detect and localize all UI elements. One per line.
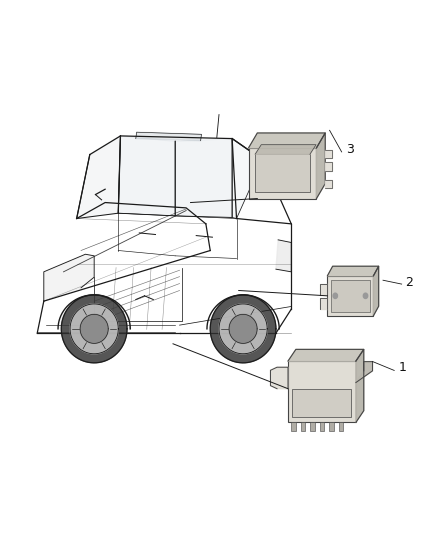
Polygon shape (270, 367, 288, 389)
Polygon shape (80, 314, 108, 343)
Polygon shape (60, 294, 129, 329)
Polygon shape (255, 144, 316, 154)
Polygon shape (356, 350, 364, 422)
Text: 3: 3 (346, 143, 354, 156)
Polygon shape (232, 139, 263, 219)
Polygon shape (276, 240, 291, 272)
Polygon shape (373, 266, 378, 316)
Polygon shape (356, 361, 372, 383)
Bar (255, 154, 310, 192)
Polygon shape (288, 361, 356, 422)
Text: 2: 2 (406, 276, 413, 289)
Bar (291, 422, 296, 431)
Polygon shape (325, 162, 332, 171)
Polygon shape (325, 149, 332, 158)
Polygon shape (316, 133, 325, 198)
Polygon shape (288, 350, 364, 361)
Bar (329, 422, 334, 431)
Bar (320, 422, 324, 431)
Bar (339, 422, 343, 431)
Polygon shape (118, 136, 175, 216)
Polygon shape (210, 295, 276, 363)
Bar (301, 422, 305, 431)
Polygon shape (320, 298, 328, 309)
Polygon shape (229, 314, 257, 343)
Polygon shape (136, 132, 201, 141)
Polygon shape (249, 133, 325, 148)
Polygon shape (328, 276, 373, 316)
Polygon shape (175, 139, 232, 217)
Polygon shape (328, 266, 378, 276)
Polygon shape (70, 304, 118, 354)
Polygon shape (320, 285, 328, 295)
Polygon shape (77, 136, 120, 219)
Bar (293, 390, 351, 417)
Bar (331, 280, 370, 311)
Polygon shape (61, 295, 127, 363)
Circle shape (333, 293, 338, 298)
Polygon shape (325, 180, 332, 188)
Circle shape (364, 293, 368, 298)
Polygon shape (249, 148, 316, 198)
Bar (311, 422, 315, 431)
Polygon shape (44, 254, 94, 301)
Text: 1: 1 (399, 361, 407, 374)
Polygon shape (219, 304, 267, 354)
